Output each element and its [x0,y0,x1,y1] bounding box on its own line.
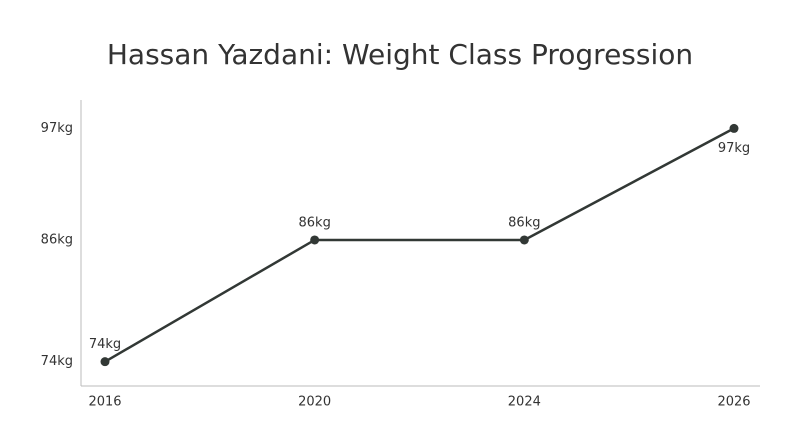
data-label: 86kg [299,215,331,230]
x-tick-label: 2026 [717,395,750,410]
x-tick-label: 2024 [508,395,541,410]
point [729,123,739,133]
line [104,127,735,363]
data-label: 86kg [508,215,540,230]
point [519,235,529,245]
chart-title: Hassan Yazdani: Weight Class Progression [107,38,693,71]
point [100,357,110,367]
y-tick-label: 74kg [41,354,73,369]
x-tick-label: 2020 [298,395,331,410]
y-tick-label: 97kg [41,121,73,136]
data-label: 97kg [718,141,750,156]
y-tick-label: 86kg [41,232,73,247]
x-tick-label: 2016 [88,395,121,410]
point [310,235,320,245]
data-label: 74kg [89,337,121,352]
